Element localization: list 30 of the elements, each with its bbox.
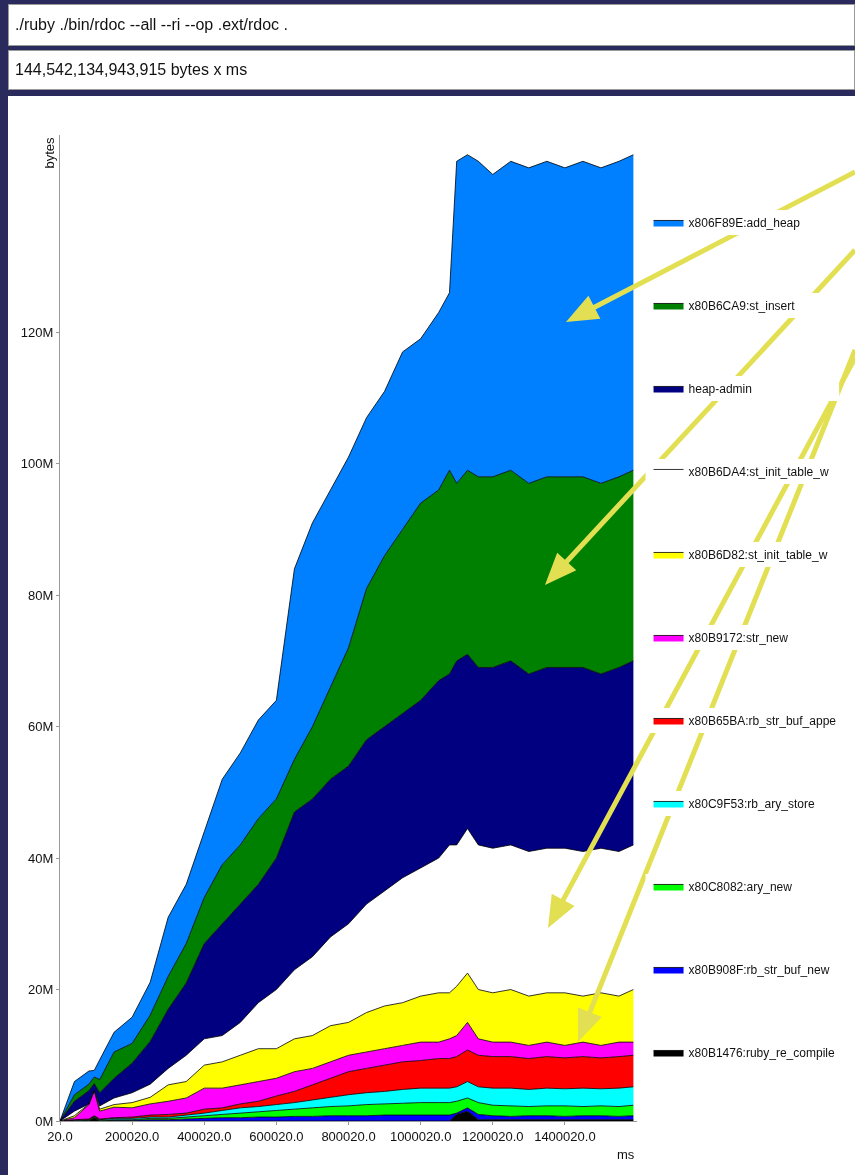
y-tick-label: 20M [28,982,54,998]
chart-subtitle: 144,542,134,943,915 bytes x ms [8,50,855,90]
x-axis-title: ms [617,1147,635,1162]
x-tick-label: 200020.0 [105,1128,160,1144]
legend-label: x80C8082:ary_new [688,880,793,895]
y-tick-label: 100M [20,456,54,472]
x-tick-label: 800020.0 [321,1128,376,1144]
legend-label: x80B9172:str_new [688,631,789,646]
x-tick-label: 1000020.0 [389,1128,452,1144]
y-tick-label: 120M [20,324,54,340]
y-axis-title: bytes [41,136,57,169]
legend-label: x80B1476:ruby_re_compile [688,1046,835,1061]
x-tick-label: 20.0 [47,1128,73,1144]
x-tick-label: 400020.0 [177,1128,232,1144]
y-tick-label: 0M [35,1113,54,1129]
y-tick-label: 40M [28,850,54,866]
x-tick-label: 1200020.0 [462,1128,524,1144]
legend-label: x80B6CA9:st_insert [688,299,796,314]
legend-label: x806F89E:add_heap [688,216,801,231]
y-tick-label: 60M [28,719,54,735]
legend-label: heap-admin [688,382,752,397]
x-tick-label: 600020.0 [249,1128,304,1144]
legend-label: x80C9F53:rb_ary_store [688,797,815,812]
y-tick-label: 80M [28,587,54,603]
x-tick-label: 1400020.0 [534,1128,596,1144]
legend-label: x80B6DA4:st_init_table_w [688,465,829,480]
legend-label: x80B908F:rb_str_buf_new [688,963,830,978]
legend-label: x80B6D82:st_init_table_w [688,548,828,563]
legend-label: x80B65BA:rb_str_buf_appe [688,714,837,729]
chart-title: ./ruby ./bin/rdoc --all --ri --op .ext/rdoc . [8,4,855,46]
